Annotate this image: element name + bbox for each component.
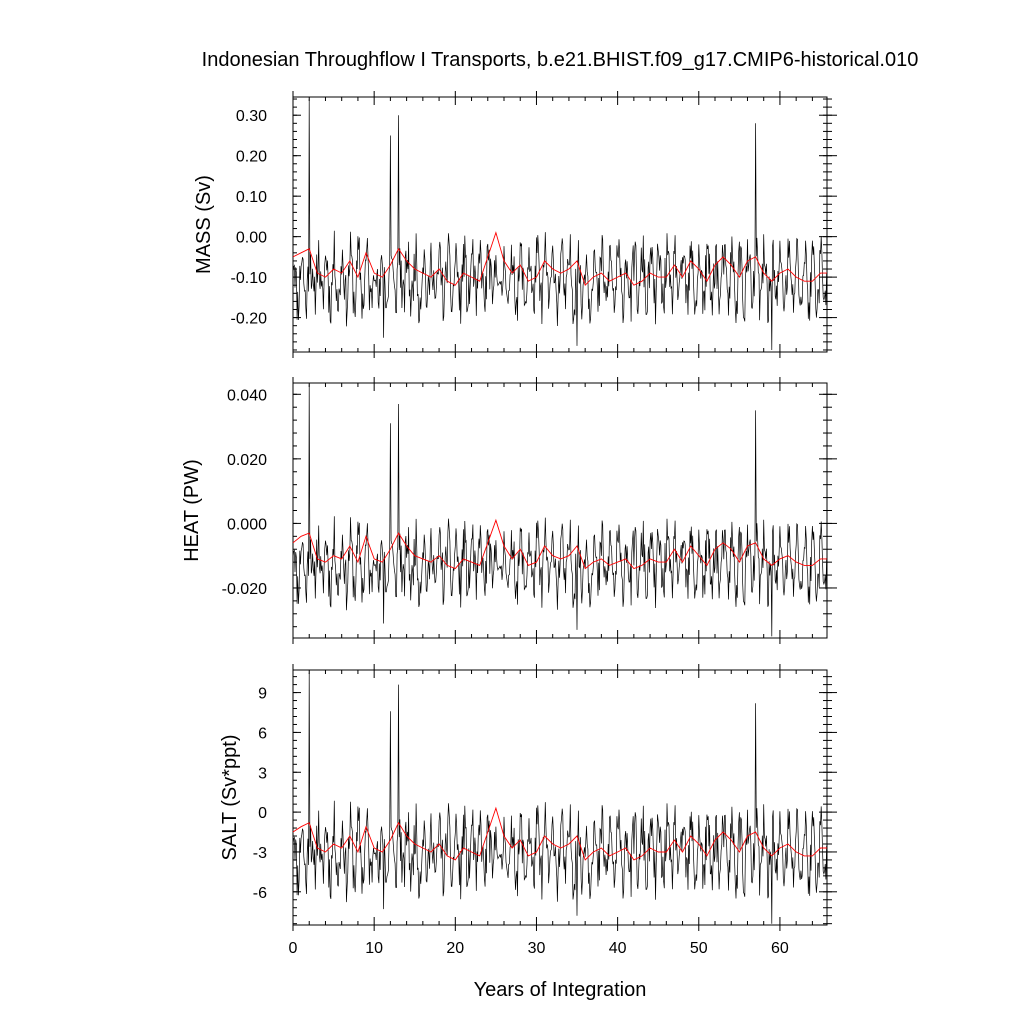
x-tick-label: 10	[365, 940, 383, 957]
y-tick-label: 0.020	[227, 452, 267, 469]
y-tick-label: 0.000	[227, 516, 267, 533]
y-axis-label: HEAT (PW)	[181, 459, 203, 562]
y-tick-label: -0.10	[231, 270, 268, 287]
y-tick-label: 0.30	[236, 108, 267, 125]
y-tick-label: 0.10	[236, 189, 267, 206]
x-tick-label: 30	[528, 940, 546, 957]
y-tick-label: -0.020	[222, 581, 267, 598]
x-tick-label: 60	[771, 940, 789, 957]
y-axis-label: MASS (Sv)	[193, 175, 215, 274]
panel-content: 0.30 0.20 0.10 0.00 -0.10 -0.20	[231, 91, 837, 358]
y-tick-label: 0.20	[236, 149, 267, 166]
x-tick-label: 40	[609, 940, 627, 957]
series-line-monthly	[292, 98, 828, 351]
x-axis-label: Years of Integration	[474, 979, 647, 1001]
panel-frame	[292, 382, 828, 639]
y-axis-label: SALT (Sv*ppt)	[219, 735, 241, 861]
panel-frame	[292, 669, 828, 926]
panel-heat: 0.040 0.020 0.000 -0.020 HEAT (PW)	[181, 377, 837, 644]
y-tick-label: 9	[258, 686, 267, 703]
series-line-smoothed	[292, 806, 827, 861]
panel-mass: 0.30 0.20 0.10 0.00 -0.10 -0.20 MASS (Sv)	[193, 91, 837, 358]
series-line-smoothed	[292, 518, 827, 570]
series-line-smoothed	[292, 231, 827, 287]
x-tick-label: 20	[446, 940, 464, 957]
series-line-monthly	[292, 672, 828, 924]
x-tick-label: 50	[690, 940, 708, 957]
y-tick-label: -6	[253, 885, 267, 902]
y-tick-label: -0.20	[231, 311, 268, 328]
chart-title: Indonesian Throughflow I Transports, b.e…	[202, 49, 919, 71]
x-tick-label: 0	[289, 940, 298, 957]
y-tick-label: 0.040	[227, 387, 267, 404]
panel-content: 0.040 0.020 0.000 -0.020	[222, 377, 837, 644]
panel-frame	[292, 96, 828, 353]
series-line-monthly	[292, 384, 828, 637]
y-tick-label: 6	[258, 725, 267, 742]
y-tick-label: 0.00	[236, 230, 267, 247]
y-tick-label: -3	[253, 845, 267, 862]
y-tick-label: 3	[258, 765, 267, 782]
y-tick-label: 0	[258, 805, 267, 822]
